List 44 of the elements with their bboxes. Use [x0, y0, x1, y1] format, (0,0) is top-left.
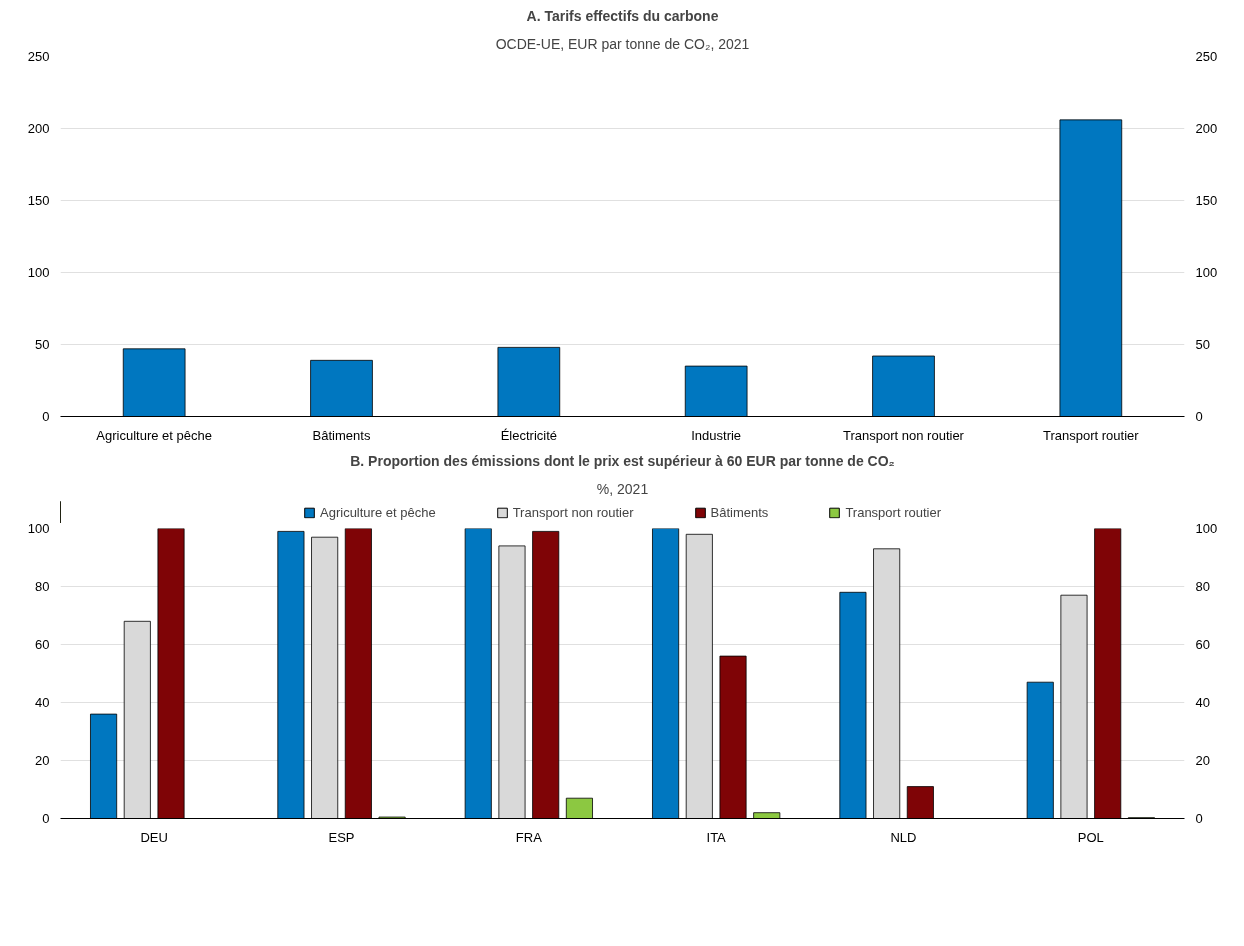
- chart-subtitle: %, 2021: [596, 480, 649, 497]
- y2-tick-label: 200: [1195, 121, 1218, 136]
- x-tick-label: POL: [1077, 829, 1104, 845]
- y2-tick-label: 20: [1195, 753, 1210, 768]
- legend-label: Transport routier: [845, 504, 941, 520]
- x-tick-label: Industrie: [691, 427, 742, 443]
- y2-tick-label: 100: [1195, 265, 1218, 280]
- y-tick-label: 20: [35, 753, 50, 768]
- y-tick-label: 200: [27, 121, 50, 136]
- y2-tick-label: 80: [1195, 579, 1210, 594]
- y2-tick-label: 0: [1195, 811, 1203, 826]
- y-tick-label: 150: [27, 193, 50, 208]
- y2-tick-label: 100: [1195, 521, 1218, 536]
- y2-tick-label: 150: [1195, 193, 1218, 208]
- chart-title: B. Proportion des émissions dont le prix est supérieur à 60 EUR par tonne de CO₂: [350, 452, 895, 469]
- x-tick-label: Électricité: [500, 427, 558, 443]
- x-tick-label: Agriculture et pêche: [96, 427, 212, 443]
- x-tick-label: ESP: [328, 829, 355, 845]
- x-tick-label: Transport non routier: [843, 427, 965, 443]
- x-tick-label: FRA: [515, 829, 543, 845]
- y2-tick-label: 0: [1195, 409, 1203, 424]
- y-tick-label: 0: [42, 409, 50, 424]
- y2-tick-label: 60: [1195, 637, 1210, 652]
- y-tick-label: 80: [35, 579, 50, 594]
- x-tick-label: Transport routier: [1043, 427, 1140, 443]
- y-tick-label: 250: [27, 49, 50, 64]
- y2-tick-label: 250: [1195, 49, 1218, 64]
- chart-subtitle: OCDE-UE, EUR par tonne de CO₂, 2021: [495, 35, 750, 52]
- y-tick-label: 50: [35, 337, 50, 352]
- legend-label: Transport non routier: [512, 504, 634, 520]
- y-tick-label: 60: [35, 637, 50, 652]
- chart-title: A. Tarifs effectifs du carbone: [526, 7, 719, 24]
- x-tick-label: DEU: [140, 829, 168, 845]
- y-tick-label: 40: [35, 695, 50, 710]
- y-tick-label: 0: [42, 811, 50, 826]
- legend-label: Agriculture et pêche: [320, 504, 436, 520]
- legend-label: Bâtiments: [710, 504, 769, 520]
- y2-tick-label: 40: [1195, 695, 1210, 710]
- y-tick-label: 100: [27, 265, 50, 280]
- x-tick-label: NLD: [890, 829, 917, 845]
- y2-tick-label: 50: [1195, 337, 1210, 352]
- y-tick-label: 100: [27, 521, 50, 536]
- x-tick-label: ITA: [706, 829, 727, 845]
- x-tick-label: Bâtiments: [312, 427, 371, 443]
